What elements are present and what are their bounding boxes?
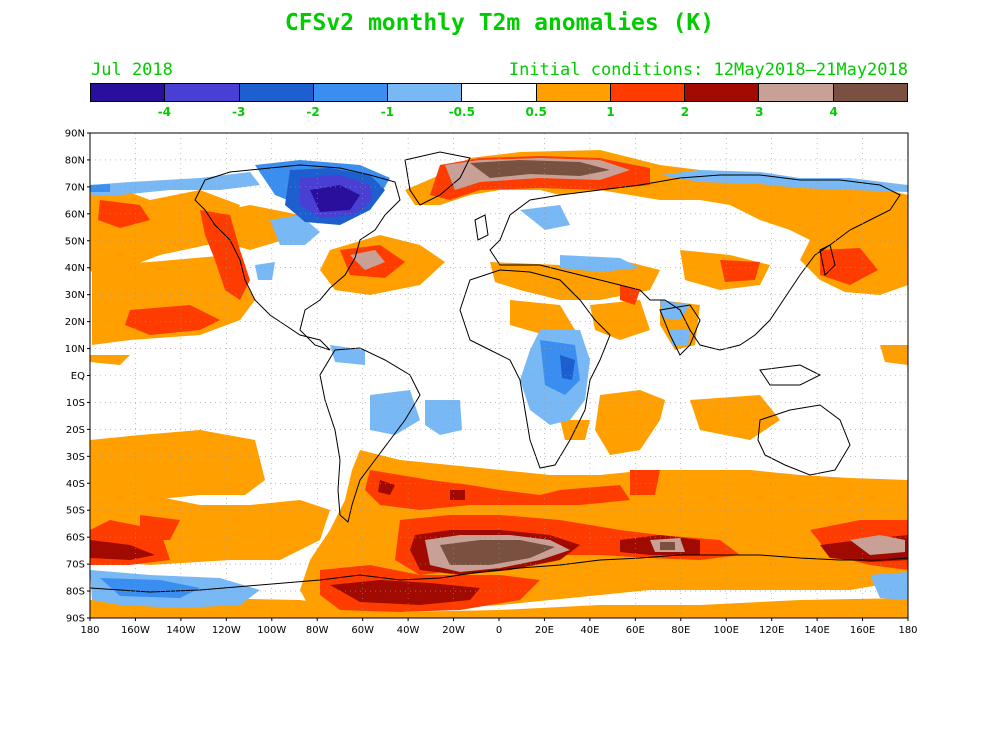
longitude-label: 100W: [257, 625, 286, 636]
latitude-label: EQ: [71, 371, 85, 382]
longitude-label: 40W: [397, 625, 420, 636]
gridlines: [90, 133, 908, 618]
colorbar-segment: [759, 84, 834, 101]
latitude-label: 80S: [66, 587, 85, 598]
latitude-label: 10S: [66, 398, 85, 409]
map-title: CFSv2 monthly T2m anomalies (K): [284, 10, 715, 36]
colorbar-tick-label: 1: [606, 105, 615, 119]
longitude-label: 40E: [580, 625, 599, 636]
longitude-label: 20W: [442, 625, 465, 636]
latitude-label: 70N: [65, 182, 85, 193]
longitude-label: 20E: [535, 625, 554, 636]
colorbar-tick-label: 2: [680, 105, 690, 119]
colorbar-segment: [610, 84, 686, 101]
longitude-labels: 180 160W 140W 120W 100W 80W 60W 40W 20W 0 20E 40E 60…: [80, 625, 917, 636]
valid-month-label: Jul 2018: [91, 60, 173, 80]
colorbar-segment: [536, 84, 611, 101]
colorbar-segment: [833, 84, 907, 101]
colorbar-tick-label: -1: [380, 105, 395, 119]
longitude-label: 160E: [850, 625, 875, 636]
colorbar-tick-label: -3: [232, 105, 246, 119]
colorbar-segment: [313, 84, 389, 101]
longitude-label: 80E: [671, 625, 690, 636]
longitude-label: 160W: [121, 625, 150, 636]
latitude-label: 70S: [66, 560, 85, 571]
colorbar-tick-label: 4: [829, 105, 838, 119]
colorbar-tick-label: -2: [306, 105, 320, 119]
latitude-label: 40S: [66, 479, 85, 490]
longitude-label: 100E: [714, 625, 739, 636]
longitude-label: 140E: [804, 625, 829, 636]
longitude-label: 0: [496, 625, 502, 636]
axis-ticks: [87, 132, 909, 621]
colorbar-segment: [685, 84, 760, 101]
longitude-label: 120W: [212, 625, 241, 636]
latitude-label: 20N: [65, 317, 85, 328]
latitude-label: 60S: [66, 533, 85, 544]
longitude-label: 60W: [351, 625, 374, 636]
colorbar-segment: [91, 84, 166, 101]
colorbar-segment: [462, 84, 537, 101]
longitude-label: 60E: [626, 625, 645, 636]
latitude-label: 20S: [66, 425, 85, 436]
longitude-label: 180: [898, 625, 917, 636]
colorbar-tick-label: 3: [755, 105, 764, 119]
latitude-label: 60N: [65, 209, 85, 220]
colorbar-segment: [239, 84, 314, 101]
longitude-label: 80W: [306, 625, 329, 636]
latitude-label: 40N: [65, 263, 85, 274]
colorbar-segment: [165, 84, 240, 101]
latitude-label: 30S: [66, 452, 85, 463]
colorbar-segment: [388, 84, 463, 101]
latitude-label: 50S: [66, 506, 85, 517]
initial-conditions-label: Initial conditions: 12May2018–21May2018: [508, 60, 908, 80]
longitude-label: 120E: [759, 625, 784, 636]
coastlines: [90, 151, 908, 593]
colorbar-tick-label: -0.5: [448, 105, 475, 119]
latitude-labels: 90N 80N 70N 60N 50N 40N 30N 20N 10N EQ 10S 20S 30S 40…: [65, 129, 85, 625]
latitude-label: 80N: [65, 155, 85, 166]
extreme-cold-anomaly-regions: [310, 185, 360, 212]
latitude-label: 50N: [65, 236, 85, 247]
latitude-label: 90S: [66, 614, 85, 625]
latitude-label: 90N: [65, 129, 85, 140]
colorbar: [90, 83, 908, 102]
extreme-warm-regions: [440, 160, 675, 565]
latitude-label: 30N: [65, 290, 85, 301]
latitude-label: 10N: [65, 344, 85, 355]
colorbar-tick-label: -4: [157, 105, 172, 119]
longitude-label: 180: [80, 625, 99, 636]
colorbar-tick-label: 0.5: [525, 105, 547, 119]
longitude-label: 140W: [166, 625, 195, 636]
